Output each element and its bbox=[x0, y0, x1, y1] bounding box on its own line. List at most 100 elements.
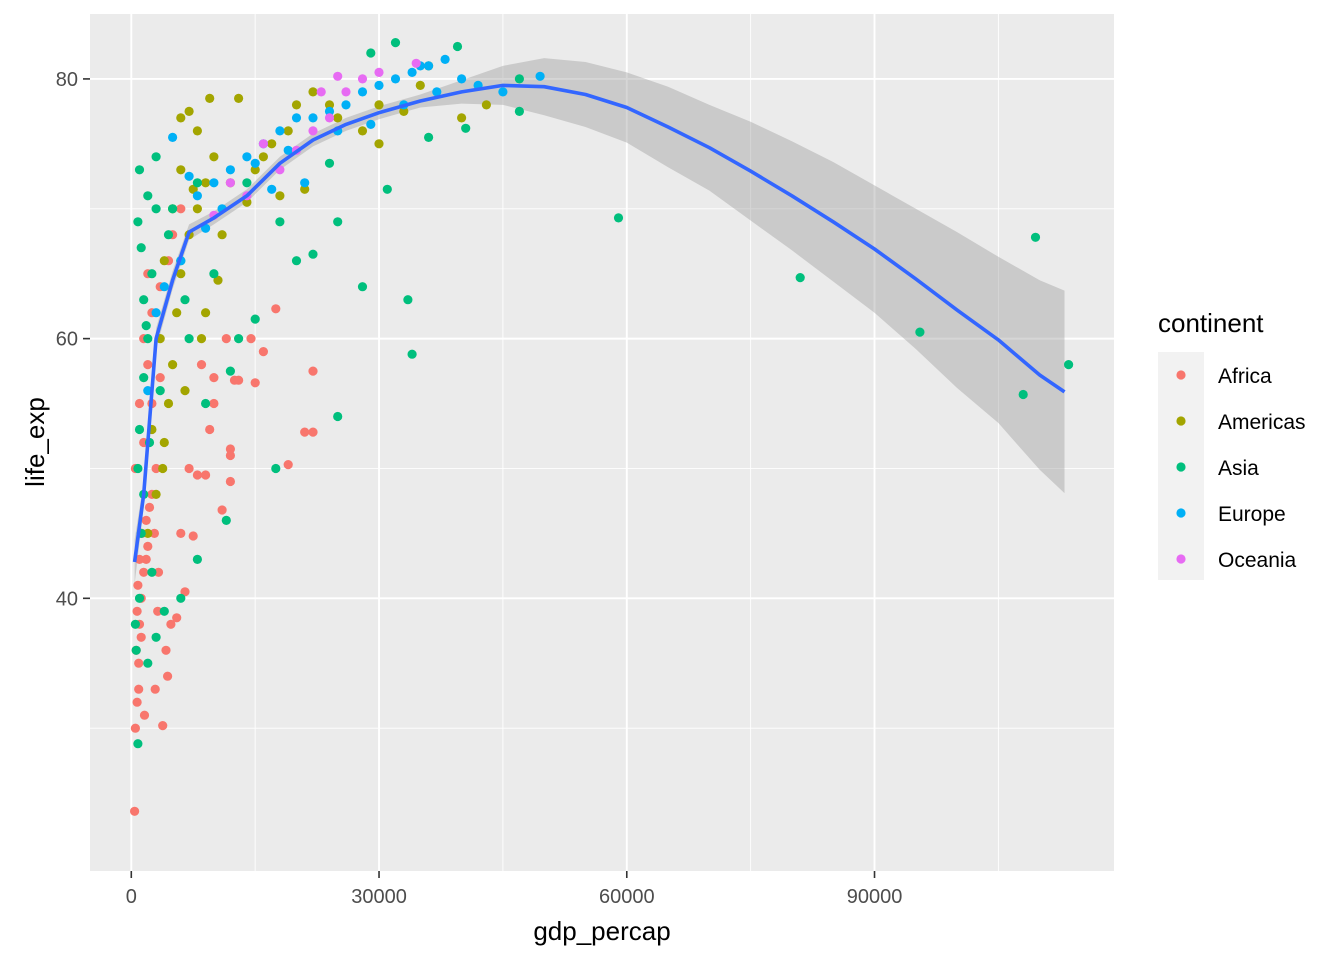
point-africa-15 bbox=[134, 554, 145, 565]
point-africa-3 bbox=[134, 658, 144, 668]
point-asia-62 bbox=[130, 619, 140, 629]
x-tick-label-2: 60000 bbox=[599, 886, 655, 908]
point-asia-61 bbox=[147, 567, 157, 577]
point-asia-18 bbox=[209, 269, 219, 279]
point-americas-0 bbox=[143, 528, 153, 539]
point-africa-23 bbox=[172, 613, 182, 623]
point-africa-25 bbox=[163, 671, 173, 681]
y-axis: 40 60 80 bbox=[56, 69, 90, 610]
legend-key-europe bbox=[1176, 508, 1186, 518]
legend-label-africa: Africa bbox=[1218, 365, 1272, 388]
point-europe-5 bbox=[242, 152, 252, 162]
point-europe-24 bbox=[159, 282, 169, 292]
point-africa-18 bbox=[144, 502, 155, 512]
point-americas-5 bbox=[172, 308, 182, 318]
point-asia-60 bbox=[180, 295, 190, 305]
point-asia-16 bbox=[192, 178, 202, 188]
point-asia-41 bbox=[514, 74, 525, 84]
point-americas-20 bbox=[357, 126, 368, 136]
point-americas-35 bbox=[201, 308, 211, 318]
point-americas-6 bbox=[176, 269, 186, 279]
legend-title: continent bbox=[1158, 308, 1264, 338]
point-asia-20 bbox=[250, 314, 260, 324]
point-americas-29 bbox=[176, 165, 186, 175]
point-europe-27 bbox=[267, 184, 277, 194]
point-africa-28 bbox=[180, 587, 190, 597]
point-africa-22 bbox=[166, 619, 176, 629]
point-oceania-10 bbox=[333, 71, 343, 81]
legend-label-americas: Americas bbox=[1218, 411, 1306, 434]
point-americas-42 bbox=[188, 184, 198, 194]
legend-items: Africa Americas Asia Europe Oceania bbox=[1176, 365, 1306, 572]
point-asia-32 bbox=[159, 606, 169, 616]
point-americas-18 bbox=[308, 87, 318, 97]
point-europe-35 bbox=[151, 308, 161, 318]
point-asia-43 bbox=[613, 213, 624, 223]
point-asia-29 bbox=[221, 515, 231, 526]
point-americas-1 bbox=[151, 489, 161, 499]
point-africa-64 bbox=[136, 632, 146, 642]
point-asia-45 bbox=[915, 327, 925, 337]
point-asia-38 bbox=[184, 334, 194, 344]
legend: continent Africa Americas Asia Europe Oceani… bbox=[1158, 308, 1306, 580]
point-africa-41 bbox=[258, 347, 268, 357]
point-americas-22 bbox=[415, 80, 425, 90]
point-asia-33 bbox=[143, 658, 153, 668]
point-africa-2 bbox=[132, 697, 142, 707]
point-africa-30 bbox=[192, 470, 202, 480]
point-africa-46 bbox=[308, 366, 318, 376]
legend-key-americas bbox=[1176, 416, 1186, 426]
point-asia-13 bbox=[134, 165, 145, 175]
major-gridlines bbox=[90, 14, 1114, 871]
point-africa-65 bbox=[153, 606, 163, 616]
point-asia-37 bbox=[201, 398, 211, 409]
point-asia-44 bbox=[795, 273, 805, 283]
point-europe-26 bbox=[250, 158, 260, 168]
point-africa-40 bbox=[246, 334, 256, 344]
point-americas-47 bbox=[196, 334, 207, 344]
smooth-line bbox=[132, 83, 1066, 563]
point-europe-8 bbox=[291, 113, 302, 123]
point-asia-8 bbox=[139, 295, 149, 305]
point-africa-7 bbox=[143, 541, 153, 552]
point-africa-43 bbox=[283, 460, 293, 470]
point-asia-2 bbox=[134, 593, 145, 603]
point-asia-56 bbox=[155, 386, 165, 396]
point-oceania-12 bbox=[258, 139, 268, 149]
point-africa-31 bbox=[201, 470, 211, 480]
point-europe-20 bbox=[498, 87, 508, 97]
point-europe-13 bbox=[374, 80, 384, 90]
point-asia-58 bbox=[242, 178, 252, 188]
point-africa-38 bbox=[217, 505, 227, 515]
point-oceania-6 bbox=[341, 87, 351, 97]
point-asia-49 bbox=[390, 38, 401, 48]
point-asia-27 bbox=[403, 295, 413, 305]
legend-key-asia bbox=[1176, 462, 1186, 472]
point-asia-46 bbox=[1018, 389, 1028, 400]
point-europe-15 bbox=[407, 67, 417, 77]
point-africa-35 bbox=[234, 375, 244, 385]
point-asia-5 bbox=[134, 424, 145, 435]
point-europe-21 bbox=[535, 71, 545, 81]
point-europe-33 bbox=[283, 145, 293, 155]
y-tick-label-1: 60 bbox=[56, 329, 78, 351]
point-africa-67 bbox=[139, 710, 150, 720]
point-africa-63 bbox=[149, 528, 159, 539]
point-africa-21 bbox=[161, 645, 171, 655]
point-oceania-8 bbox=[374, 67, 384, 77]
point-americas-39 bbox=[283, 126, 293, 136]
point-africa-27 bbox=[176, 528, 186, 539]
point-asia-40 bbox=[461, 123, 471, 133]
point-africa-44 bbox=[300, 427, 310, 437]
point-europe-7 bbox=[275, 126, 285, 136]
point-africa-14 bbox=[133, 580, 143, 590]
point-asia-21 bbox=[291, 256, 302, 266]
point-africa-49 bbox=[205, 424, 215, 435]
point-africa-32 bbox=[209, 398, 219, 409]
point-oceania-4 bbox=[308, 126, 318, 136]
y-axis-title: life_exp bbox=[20, 397, 50, 487]
y-tick-label-0: 40 bbox=[56, 588, 78, 610]
point-africa-45 bbox=[308, 427, 318, 437]
point-asia-22 bbox=[308, 249, 318, 259]
